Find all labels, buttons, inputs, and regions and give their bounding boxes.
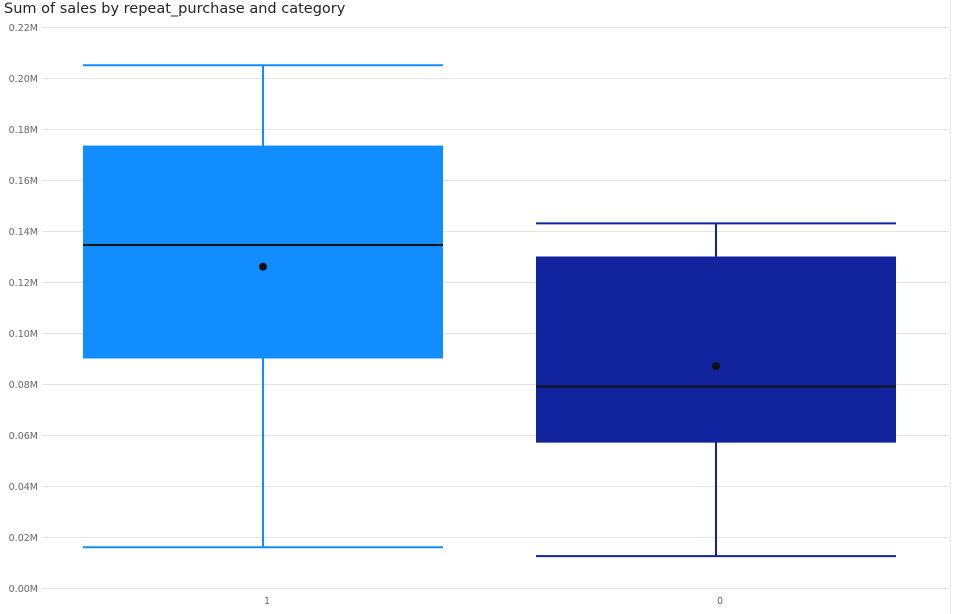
box-0[interactable] <box>536 222 896 558</box>
iqr-box <box>536 256 896 443</box>
y-tick-label: 0.16M <box>9 176 38 187</box>
iqr-box <box>83 145 443 359</box>
y-tick-label: 0.14M <box>9 227 38 238</box>
x-tick-label: 0 <box>717 596 723 607</box>
y-tick-label: 0.20M <box>9 74 38 85</box>
y-tick-label: 0.10M <box>9 329 38 340</box>
mean-marker <box>712 362 720 371</box>
box-1[interactable] <box>83 64 443 549</box>
y-tick-label: 0.06M <box>9 431 38 442</box>
x-tick-label: 1 <box>264 596 270 607</box>
y-tick-label: 0.12M <box>9 278 38 289</box>
y-tick-label: 0.08M <box>9 380 38 391</box>
chart-title: Sum of sales by repeat_purchase and cate… <box>4 1 346 17</box>
y-tick-label: 0.04M <box>9 482 38 493</box>
y-axis: 0.00M 0.02M 0.04M 0.06M 0.08M 0.10M 0.12M 0.14M… <box>9 23 38 595</box>
y-tick-label: 0.00M <box>9 584 38 595</box>
y-tick-label: 0.02M <box>9 533 38 544</box>
y-tick-label: 0.18M <box>9 125 38 136</box>
boxes <box>83 64 896 558</box>
y-tick-label: 0.22M <box>9 23 38 34</box>
mean-marker <box>259 262 267 271</box>
